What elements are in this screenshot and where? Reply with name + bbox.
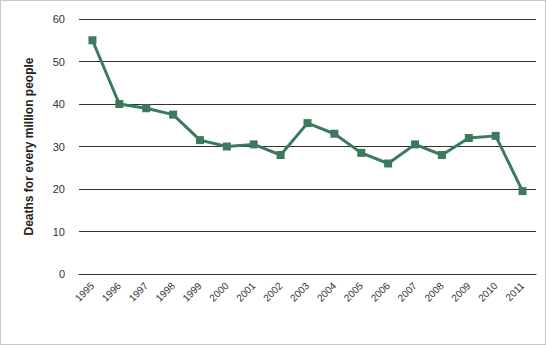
svg-text:1999: 1999 — [180, 280, 204, 304]
svg-text:60: 60 — [53, 13, 65, 25]
svg-text:1996: 1996 — [100, 280, 124, 304]
svg-text:50: 50 — [53, 56, 65, 68]
svg-text:2009: 2009 — [449, 280, 473, 304]
svg-text:2005: 2005 — [342, 280, 366, 304]
svg-text:Deaths for every million peopl: Deaths for every million people — [22, 57, 36, 235]
svg-text:1997: 1997 — [127, 280, 151, 304]
svg-text:2011: 2011 — [503, 280, 526, 303]
svg-text:0: 0 — [59, 268, 65, 280]
svg-text:2002: 2002 — [261, 280, 285, 304]
svg-text:30: 30 — [53, 141, 65, 153]
svg-text:1998: 1998 — [153, 280, 177, 304]
svg-text:2000: 2000 — [207, 280, 231, 304]
svg-text:2006: 2006 — [369, 280, 393, 304]
svg-text:2007: 2007 — [395, 280, 419, 304]
svg-text:2004: 2004 — [315, 280, 339, 304]
svg-text:1995: 1995 — [73, 280, 97, 304]
svg-text:40: 40 — [53, 98, 65, 110]
svg-text:2008: 2008 — [422, 280, 446, 304]
svg-text:10: 10 — [53, 226, 65, 238]
svg-text:2001: 2001 — [234, 280, 258, 304]
svg-text:20: 20 — [53, 183, 65, 195]
svg-text:2010: 2010 — [476, 280, 500, 304]
svg-text:2003: 2003 — [288, 280, 312, 304]
